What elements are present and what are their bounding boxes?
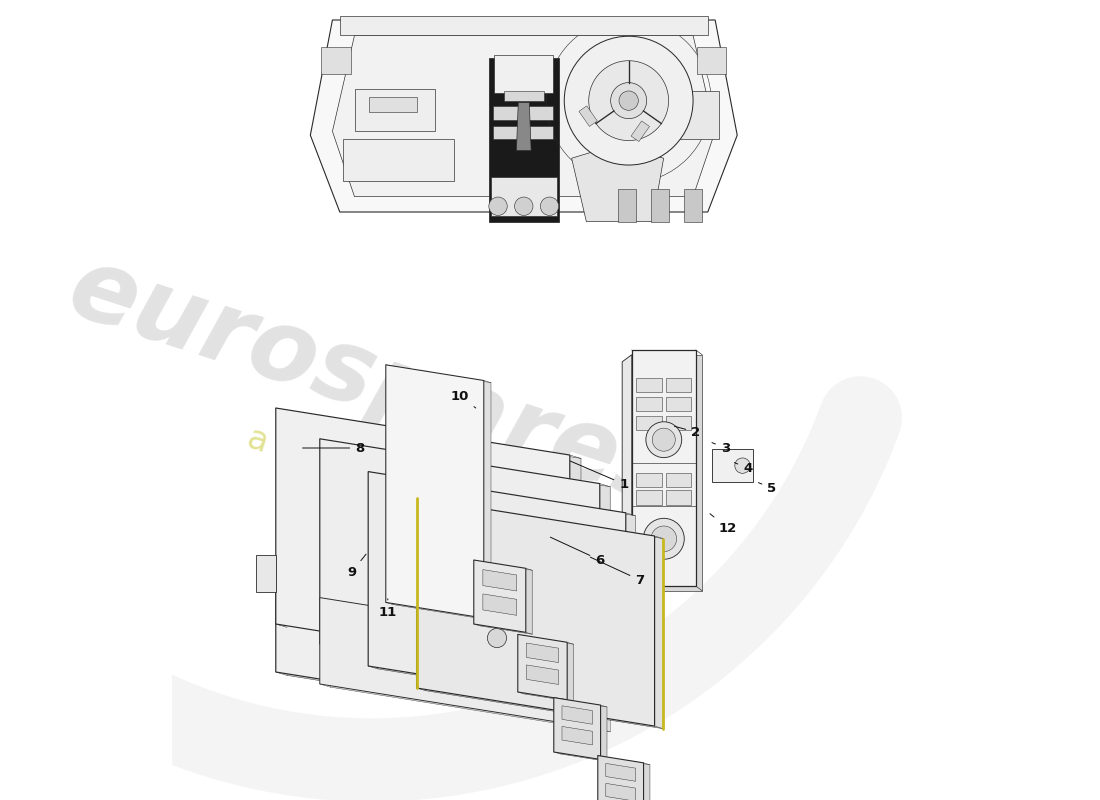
Bar: [504, 91, 544, 101]
Circle shape: [646, 422, 682, 458]
Polygon shape: [617, 189, 636, 222]
Polygon shape: [417, 498, 654, 726]
Circle shape: [610, 82, 647, 118]
Polygon shape: [368, 472, 626, 707]
Text: 2: 2: [674, 426, 701, 438]
Polygon shape: [330, 601, 610, 732]
Polygon shape: [560, 699, 607, 762]
Circle shape: [450, 606, 470, 625]
Polygon shape: [310, 20, 737, 212]
Polygon shape: [623, 354, 631, 582]
Polygon shape: [527, 643, 559, 662]
Text: a part  arts since 1985: a part arts since 1985: [243, 422, 613, 570]
Text: eurospares: eurospares: [56, 240, 688, 528]
Polygon shape: [684, 189, 702, 222]
Bar: [321, 47, 351, 74]
Text: 1: 1: [570, 461, 628, 490]
Bar: [674, 91, 718, 139]
Text: 12: 12: [710, 514, 737, 534]
Polygon shape: [287, 411, 581, 674]
Polygon shape: [597, 755, 644, 800]
Polygon shape: [525, 636, 573, 702]
Text: 11: 11: [378, 598, 397, 618]
Polygon shape: [562, 726, 593, 745]
Text: 10: 10: [451, 390, 476, 408]
Bar: [370, 97, 417, 112]
Polygon shape: [377, 474, 636, 710]
Polygon shape: [481, 562, 532, 634]
Circle shape: [488, 197, 507, 215]
Bar: [491, 178, 557, 216]
Circle shape: [644, 518, 684, 559]
Circle shape: [651, 526, 676, 552]
Bar: [696, 47, 726, 74]
Bar: [712, 449, 754, 482]
Polygon shape: [320, 598, 600, 729]
Bar: [636, 378, 662, 393]
Bar: [666, 398, 691, 411]
Polygon shape: [483, 594, 517, 615]
Polygon shape: [606, 783, 636, 800]
Bar: [493, 126, 520, 139]
Polygon shape: [256, 555, 276, 592]
Text: 9: 9: [348, 554, 366, 578]
Polygon shape: [483, 570, 517, 591]
Bar: [493, 106, 520, 120]
Bar: [636, 398, 662, 411]
Polygon shape: [330, 442, 610, 692]
Text: 5: 5: [758, 482, 777, 494]
Polygon shape: [386, 365, 484, 618]
Text: 7: 7: [591, 557, 645, 586]
Bar: [354, 89, 436, 131]
Polygon shape: [518, 634, 568, 700]
Bar: [666, 378, 691, 393]
Circle shape: [619, 91, 638, 110]
Polygon shape: [426, 501, 663, 729]
Bar: [631, 121, 649, 142]
Circle shape: [487, 629, 507, 648]
Bar: [636, 473, 662, 487]
Text: 3: 3: [712, 442, 730, 454]
Bar: [488, 58, 559, 222]
Polygon shape: [332, 35, 715, 197]
Circle shape: [735, 458, 750, 474]
Polygon shape: [516, 102, 531, 150]
Text: 4: 4: [735, 462, 752, 474]
Text: 8: 8: [302, 442, 364, 454]
Bar: [526, 126, 553, 139]
Bar: [636, 490, 662, 505]
Circle shape: [588, 61, 669, 141]
Polygon shape: [553, 698, 601, 759]
Polygon shape: [606, 763, 636, 782]
Polygon shape: [320, 438, 600, 689]
Bar: [526, 106, 553, 120]
Bar: [343, 139, 454, 182]
Bar: [666, 473, 691, 487]
Polygon shape: [276, 408, 570, 671]
Bar: [631, 350, 696, 586]
Bar: [340, 16, 707, 35]
Circle shape: [515, 197, 534, 215]
Polygon shape: [276, 574, 597, 723]
Circle shape: [540, 197, 559, 215]
Polygon shape: [572, 145, 663, 222]
Circle shape: [564, 36, 693, 165]
Polygon shape: [562, 706, 593, 724]
Polygon shape: [651, 189, 669, 222]
Polygon shape: [393, 367, 491, 620]
Polygon shape: [287, 578, 609, 727]
Bar: [666, 490, 691, 505]
Bar: [579, 106, 597, 126]
Text: 6: 6: [550, 537, 604, 566]
Bar: [636, 416, 662, 430]
Polygon shape: [604, 758, 650, 800]
Circle shape: [652, 428, 675, 451]
Bar: [638, 355, 702, 590]
Bar: [666, 416, 691, 430]
Polygon shape: [527, 665, 559, 685]
Bar: [494, 54, 553, 93]
Polygon shape: [474, 560, 526, 632]
